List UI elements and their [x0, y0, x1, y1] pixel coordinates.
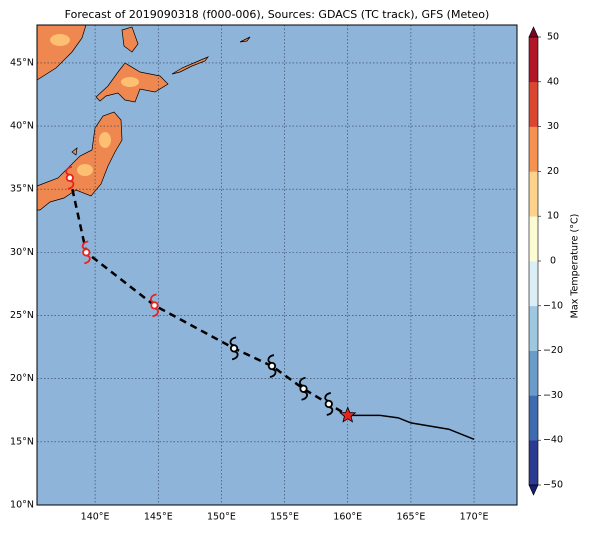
storm-eye — [65, 173, 74, 182]
colorbar-segment — [529, 216, 538, 262]
storm-symbol — [324, 392, 334, 416]
colorbar-tick-label: 30 — [547, 121, 559, 132]
colorbar-label: Max Temperature (°C) — [570, 214, 581, 319]
x-tick-label: 170°E — [460, 512, 489, 523]
ocean — [37, 25, 517, 505]
past-track — [347, 414, 475, 441]
colorbar-segment — [529, 440, 538, 486]
land-highlights — [50, 34, 139, 176]
map-frame — [36, 24, 518, 506]
y-tick-label: 30°N — [10, 247, 34, 258]
island — [239, 36, 251, 43]
y-tick-label: 40°N — [10, 121, 34, 132]
colorbar-tick-label: 20 — [547, 166, 559, 177]
colorbar: −50 −40 −30 −20 −10 0 10 20 30 40 50 — [528, 26, 563, 496]
land-highlight — [121, 77, 139, 87]
kuril-islands — [171, 56, 210, 75]
grid — [37, 25, 517, 506]
colorbar-tick-label: 0 — [550, 256, 556, 267]
y-tick-label: 15°N — [10, 436, 34, 447]
colorbar-tick-label: −40 — [543, 435, 563, 446]
colorbar-segment — [529, 37, 538, 83]
colorbar-tick-label: −20 — [543, 345, 563, 356]
y-tick-label: 35°N — [10, 184, 34, 195]
track — [65, 165, 475, 441]
storm-symbol — [229, 336, 239, 361]
x-tick-label: 155°E — [270, 512, 299, 523]
colorbar-segment — [529, 126, 538, 172]
storm-symbol — [267, 354, 277, 378]
colorbar-tick-label: −50 — [543, 480, 563, 491]
colorbar-segment — [529, 171, 538, 217]
sado-island — [71, 147, 78, 156]
storm-eye — [150, 301, 159, 310]
sakhalin — [121, 26, 139, 53]
storm-eye — [324, 399, 333, 409]
land-highlight — [77, 164, 93, 176]
colorbar-extend-high — [528, 26, 539, 38]
current-position — [339, 406, 357, 423]
storm-eye — [299, 384, 308, 393]
y-tick-label: 45°N — [10, 57, 34, 68]
x-tick-label: 160°E — [333, 512, 362, 523]
colorbar-extend-low — [528, 484, 539, 496]
land-highlight — [50, 34, 70, 46]
storm-symbol — [81, 240, 91, 265]
storm-eye — [229, 344, 239, 353]
colorbar-tick-label: 10 — [547, 211, 559, 222]
x-tick-label: 145°E — [144, 512, 173, 523]
land-highlight — [99, 132, 111, 148]
storm-eye — [82, 248, 91, 257]
x-tick-label: 140°E — [81, 512, 110, 523]
storm-symbol — [65, 165, 75, 190]
colorbar-segment — [529, 81, 538, 127]
colorbar-tick-label: 50 — [547, 32, 559, 43]
colorbar-tick-label: −10 — [543, 300, 563, 311]
storm-symbol — [299, 376, 309, 401]
colorbar-segment — [529, 261, 538, 307]
x-tick-label: 165°E — [396, 512, 425, 523]
colorbar-tick-label: −30 — [543, 390, 563, 401]
colorbar-tick-label: 40 — [547, 76, 559, 87]
colorbar-segment — [529, 305, 538, 351]
map-title: Forecast of 2019090318 (f000-006), Sourc… — [65, 8, 490, 21]
y-tick-label: 25°N — [10, 310, 34, 321]
storm-eye — [267, 361, 277, 371]
storm-symbol — [149, 293, 159, 318]
y-tick-label: 10°N — [10, 500, 34, 511]
colorbar-segment — [529, 395, 538, 441]
colorbar-segment — [529, 350, 538, 396]
x-tick-label: 150°E — [207, 512, 236, 523]
y-tick-label: 20°N — [10, 373, 34, 384]
